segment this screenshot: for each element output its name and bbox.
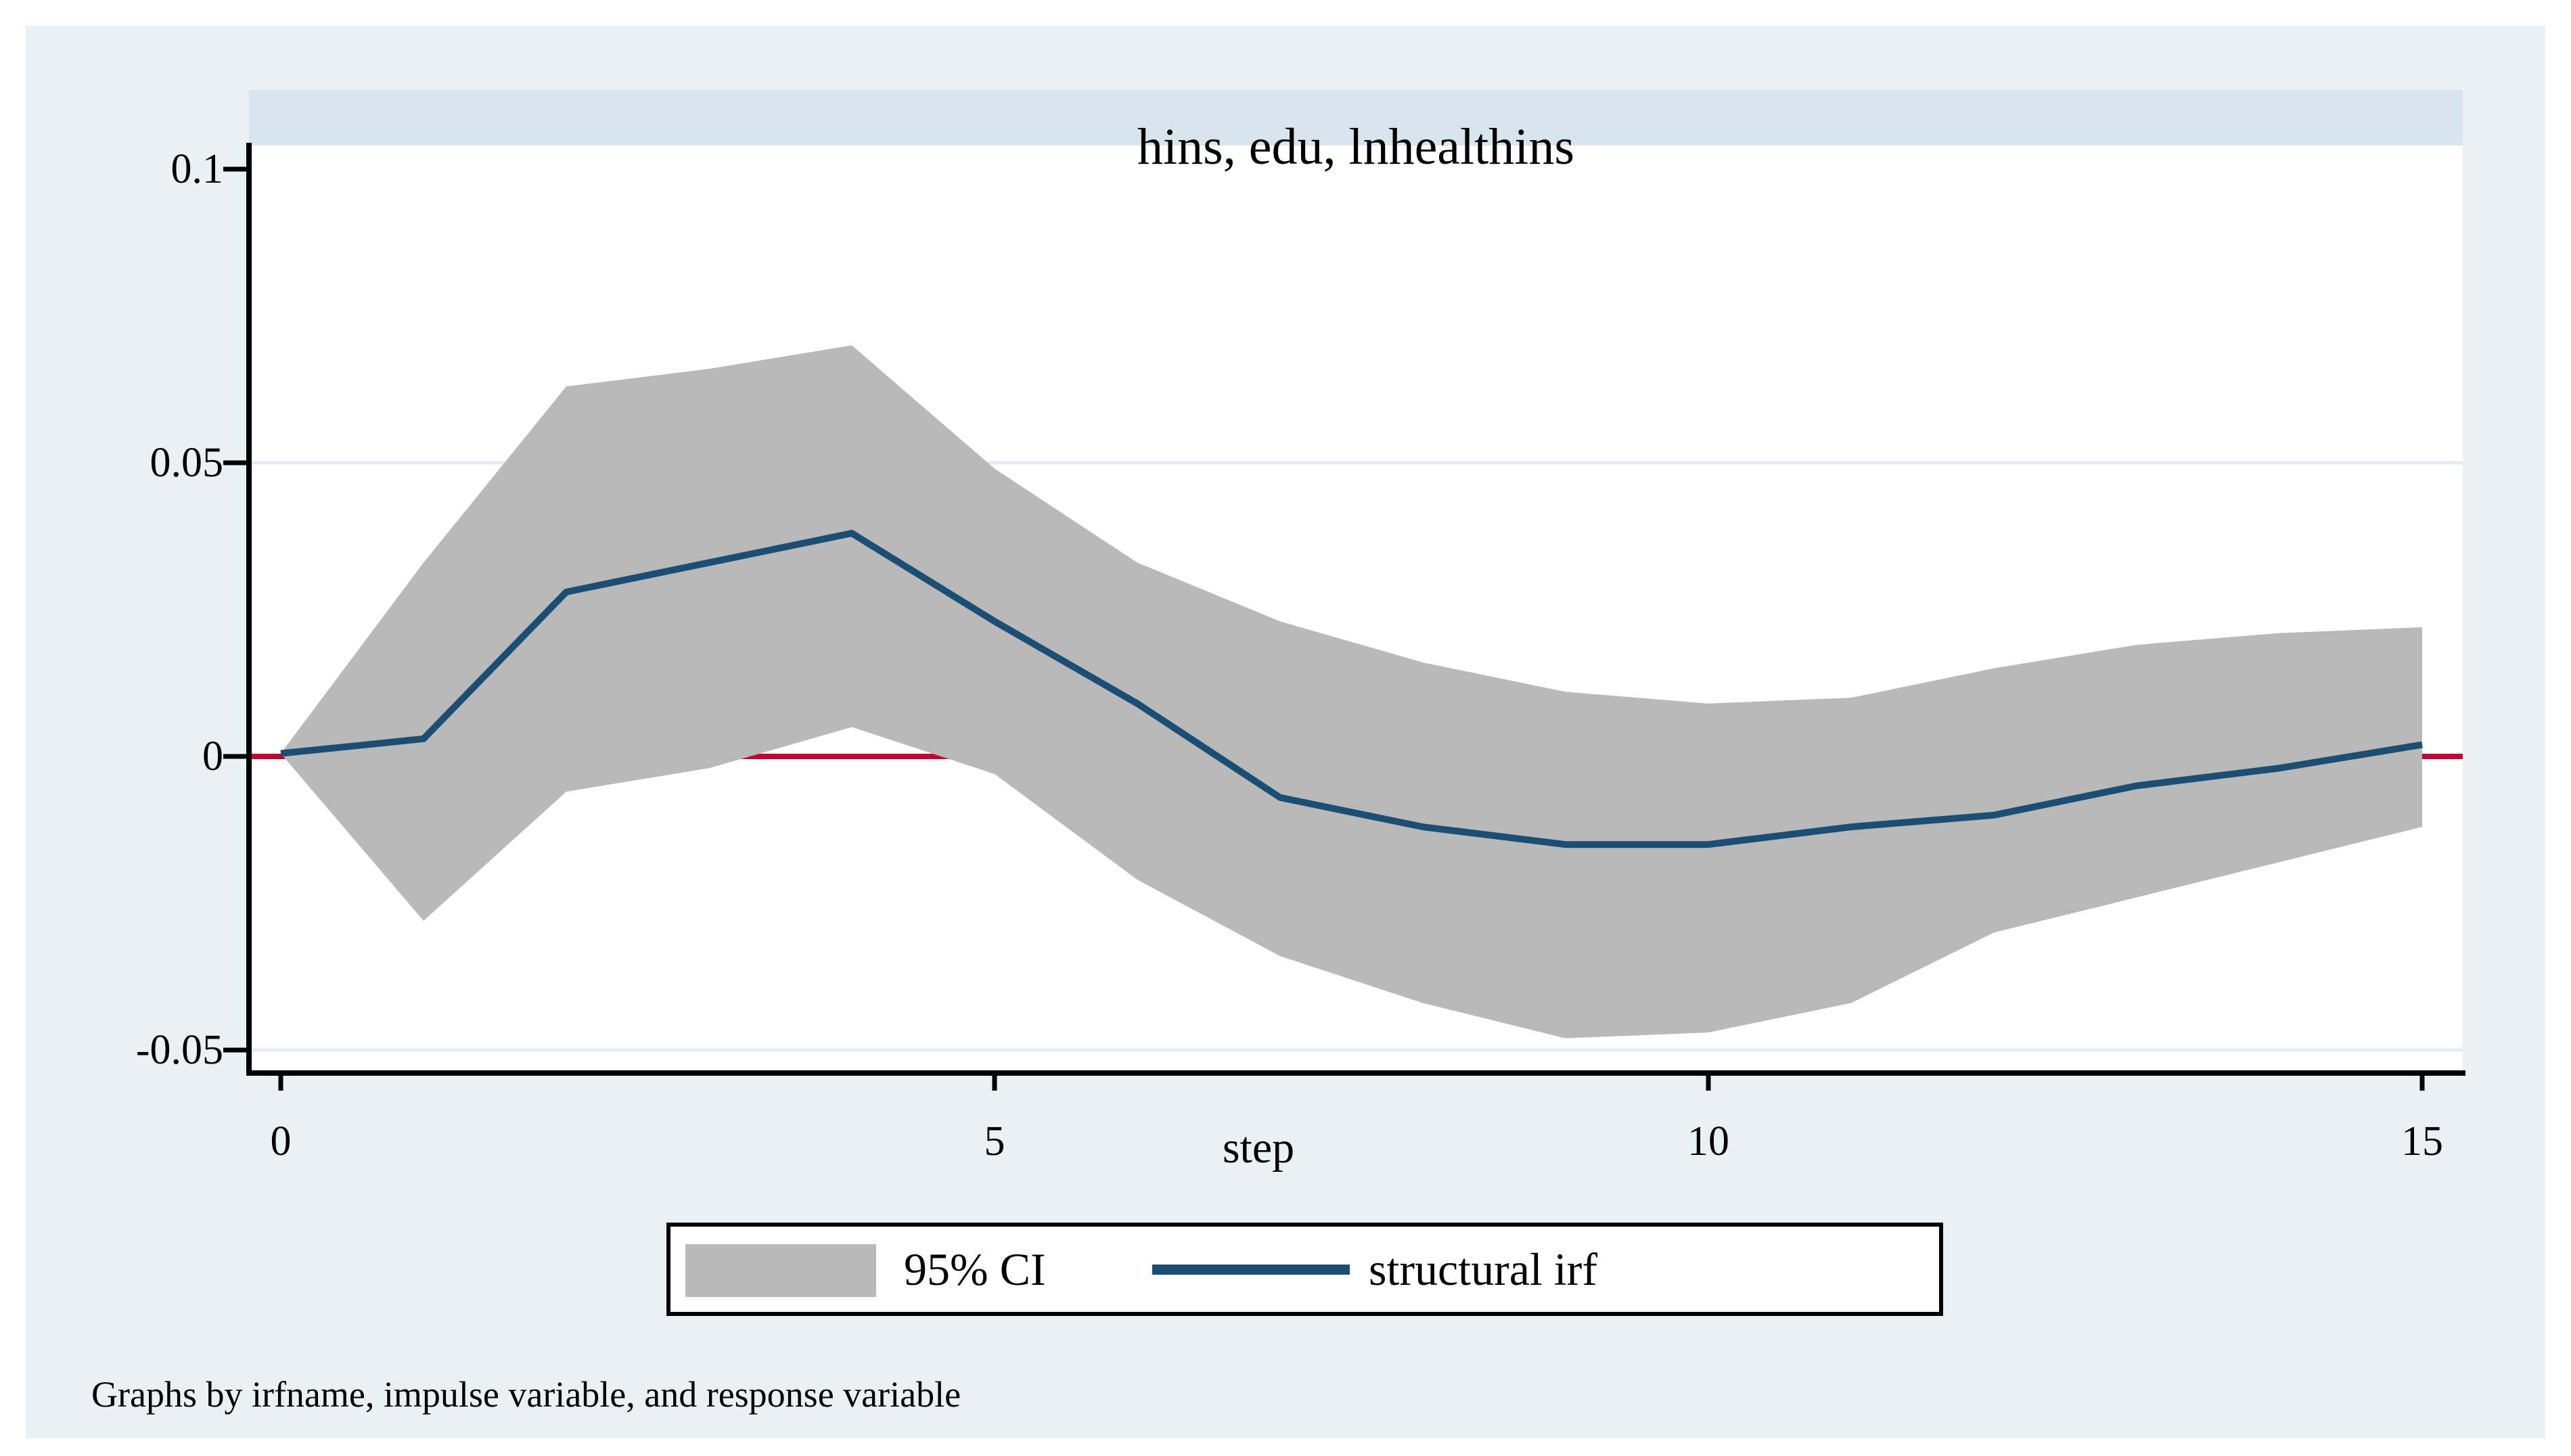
x-tick-label-15: 15 (2401, 1118, 2443, 1164)
legend-irf-label: structural irf (1369, 1244, 1597, 1295)
ci-band (281, 345, 2422, 1039)
title-band (249, 90, 2463, 145)
y-tick-label-01: 0.1 (170, 146, 224, 192)
legend-ci-label: 95% CI (904, 1244, 1046, 1295)
x-tick-label-0: 0 (270, 1118, 292, 1164)
legend-irf-line-sample (1152, 1265, 1350, 1275)
y-tick-label-005: 0.05 (150, 440, 224, 486)
legend-ci-swatch (685, 1244, 876, 1297)
irf-line (280, 530, 2423, 848)
x-tick-label-5: 5 (984, 1118, 1005, 1164)
y-tick-label-0: 0 (202, 733, 223, 779)
legend: 95% CI structural irf (666, 1223, 1943, 1316)
x-axis-title: step (1222, 1123, 1295, 1173)
y-tick-label-neg005: -0.05 (135, 1027, 223, 1073)
x-tick-label-10: 10 (1687, 1118, 1729, 1164)
caption: Graphs by irfname, impulse variable, and… (91, 1374, 961, 1415)
plot-title: hins, edu, lnhealthins (1137, 118, 1574, 175)
